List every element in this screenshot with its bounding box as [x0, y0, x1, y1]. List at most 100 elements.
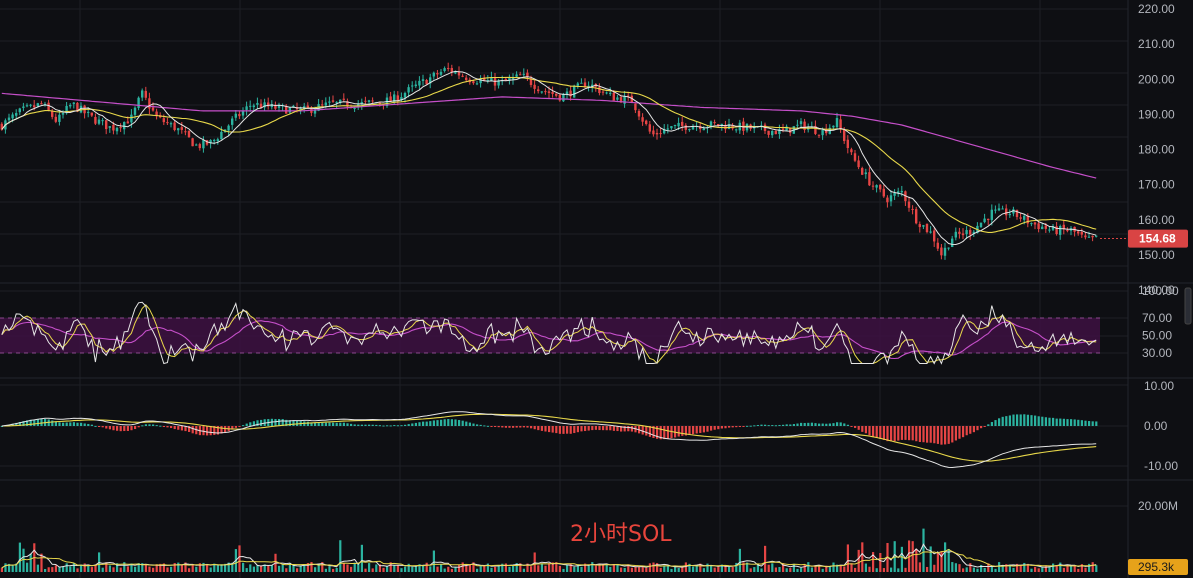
volume-bar	[386, 566, 389, 572]
macd-bar	[738, 426, 741, 427]
volume-bar	[4, 563, 7, 572]
macd-bar	[702, 426, 705, 433]
macd-bar	[663, 426, 666, 440]
macd-bar	[126, 426, 129, 431]
candle-body	[727, 124, 731, 129]
price-tick-label: 180.00	[1138, 143, 1175, 157]
candle-body	[997, 208, 1001, 211]
volume-bar	[1091, 562, 1094, 572]
candle-body	[1051, 226, 1055, 230]
macd-bar	[76, 422, 79, 426]
candle-body	[472, 81, 475, 84]
macd-bar	[1091, 421, 1094, 426]
candle-body	[1062, 224, 1065, 230]
candle-body	[645, 120, 648, 125]
macd-bar	[15, 422, 18, 426]
candle-body	[389, 96, 392, 102]
macd-bar	[396, 425, 399, 427]
volume-bar	[569, 563, 572, 572]
candle-body	[655, 132, 659, 135]
macd-bar	[1084, 420, 1087, 426]
macd-bar	[62, 422, 65, 426]
candle-body	[699, 126, 702, 130]
rsi-panel: 100.00 70.00 50.00 30.00	[0, 284, 1179, 366]
volume-bar	[526, 563, 529, 572]
volume-bar	[368, 563, 371, 572]
candle-body	[461, 75, 464, 77]
macd-bar	[389, 425, 392, 427]
candle-body	[1019, 217, 1022, 219]
candle-body	[187, 130, 191, 138]
candle-body	[774, 130, 777, 135]
candle-body	[889, 195, 893, 202]
macd-bar	[875, 426, 878, 438]
macd-bar	[807, 422, 810, 426]
macd-bar	[861, 426, 864, 432]
volume-bar	[54, 565, 57, 572]
volume-bar	[674, 566, 677, 572]
macd-bar	[252, 421, 255, 426]
candle-body	[947, 247, 950, 249]
volume-bar	[411, 566, 414, 572]
candle-body	[1001, 208, 1004, 210]
volume-bar	[994, 568, 997, 572]
candle-body	[339, 99, 342, 104]
candle-body	[54, 116, 57, 122]
volume-bar	[26, 562, 29, 572]
candle-body	[821, 129, 824, 136]
candle-body	[673, 124, 677, 126]
macd-bar	[292, 420, 295, 426]
candle-body	[576, 83, 579, 86]
macd-bar	[562, 426, 565, 434]
macd-bar	[123, 426, 126, 432]
volume-bar	[576, 564, 579, 572]
volume-bar	[1030, 568, 1033, 572]
macd-bar	[54, 421, 57, 426]
macd-bar	[130, 426, 133, 431]
scrollbar-handle[interactable]	[1184, 287, 1192, 325]
volume-bar	[954, 563, 957, 572]
volume-bar	[152, 567, 155, 572]
candle-body	[954, 231, 957, 238]
macd-bar	[206, 426, 209, 436]
macd-bar	[216, 426, 219, 435]
volume-bar	[825, 565, 828, 572]
macd-bar	[357, 424, 360, 426]
volume-bar	[591, 562, 594, 572]
macd-bar	[868, 426, 871, 436]
macd-bar	[137, 426, 140, 428]
macd-bar	[641, 426, 644, 435]
macd-bar	[1026, 414, 1029, 426]
volume-bar	[213, 563, 216, 572]
macd-bar	[591, 426, 594, 431]
volume-bar	[425, 562, 428, 572]
candle-body	[630, 95, 633, 103]
candle-body	[983, 218, 986, 223]
volume-bar	[116, 563, 119, 572]
volume-bar	[378, 564, 381, 572]
macd-bar	[220, 426, 223, 434]
volume-bar	[958, 564, 961, 572]
candle-body	[457, 71, 461, 76]
macd-bar	[764, 424, 767, 426]
price-tick-label: 170.00	[1138, 178, 1175, 192]
macd-bar	[72, 422, 75, 426]
macd-bar	[440, 419, 443, 426]
candle-body	[619, 97, 623, 103]
macd-bar	[288, 420, 291, 426]
macd-bar	[735, 426, 738, 428]
candle-body	[1059, 225, 1062, 235]
candle-body	[1066, 230, 1069, 232]
macd-bar	[526, 426, 529, 428]
macd-bar	[429, 421, 432, 426]
candle-body	[641, 117, 644, 122]
candle-body	[0, 123, 4, 130]
macd-bar	[378, 425, 381, 427]
macd-bar	[350, 423, 353, 426]
candle-body	[1012, 209, 1015, 214]
macd-bar	[425, 421, 428, 426]
volume-bar	[936, 552, 939, 572]
volume-bar	[746, 562, 749, 572]
macd-bar	[908, 426, 911, 441]
